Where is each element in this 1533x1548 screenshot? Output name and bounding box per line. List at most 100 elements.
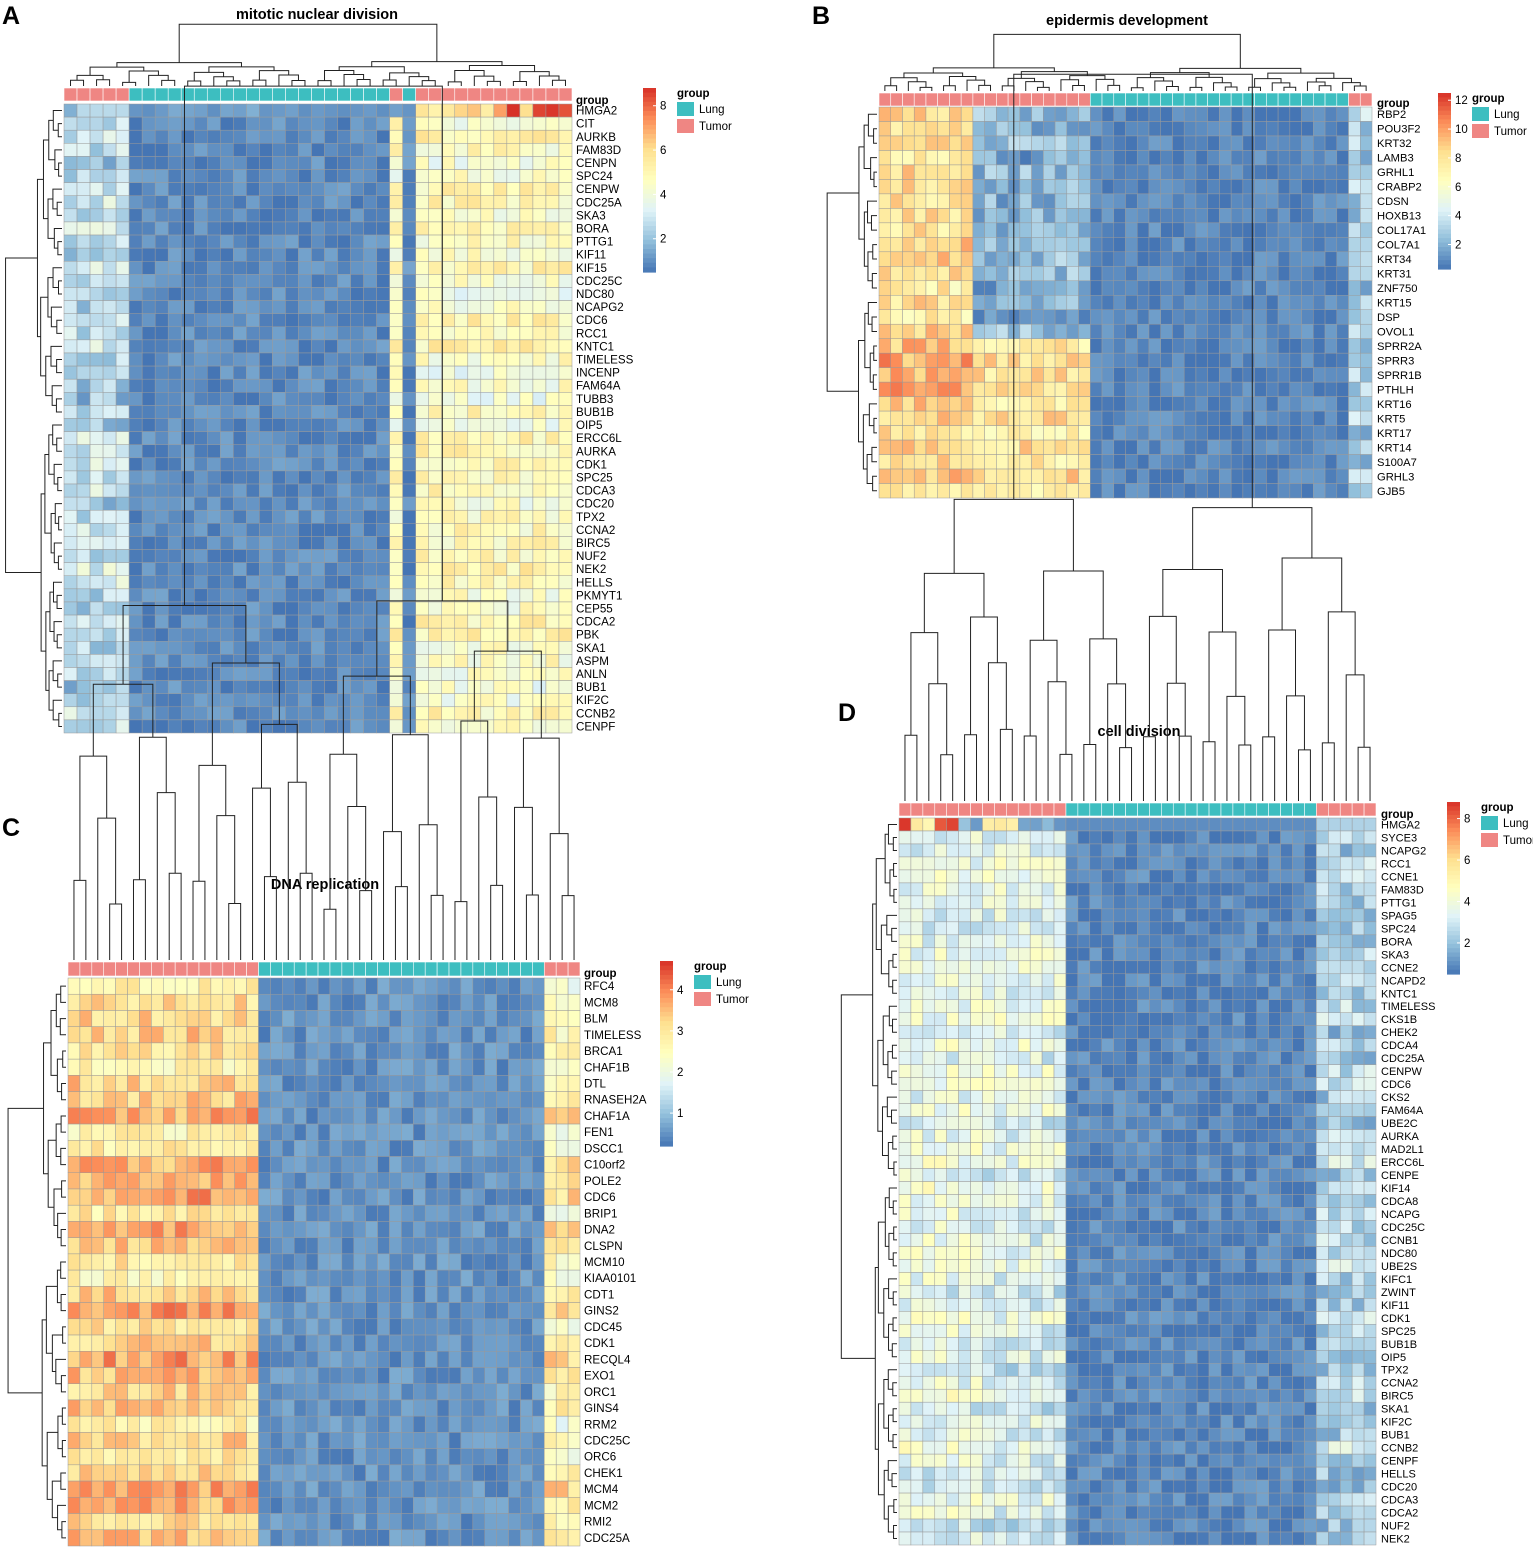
heatmap-cell bbox=[151, 1221, 164, 1238]
heatmap-cell bbox=[1136, 208, 1150, 224]
heatmap-cell bbox=[1019, 309, 1032, 325]
row-dendrogram-branch bbox=[57, 123, 62, 138]
heatmap-cell bbox=[151, 993, 164, 1011]
heatmap-cell bbox=[337, 378, 351, 393]
heatmap-cell bbox=[1090, 193, 1103, 209]
heatmap-cell bbox=[363, 129, 377, 144]
heatmap-cell bbox=[532, 1172, 545, 1190]
heatmap-cell bbox=[167, 182, 182, 196]
colorbar-tick-label: 12 bbox=[1455, 95, 1468, 107]
heatmap-cell bbox=[220, 221, 234, 236]
heatmap-cell bbox=[311, 300, 325, 314]
heatmap-cell bbox=[67, 1026, 81, 1044]
heatmap-cell bbox=[1066, 352, 1079, 368]
heatmap-cell bbox=[127, 1042, 140, 1060]
heatmap-cell bbox=[436, 1042, 450, 1060]
heatmap-cell bbox=[484, 1367, 497, 1384]
heatmap-cell bbox=[506, 129, 521, 144]
heatmap-cell bbox=[79, 1302, 93, 1320]
heatmap-cell bbox=[480, 261, 495, 275]
heatmap-cell bbox=[460, 1172, 474, 1190]
heatmap-cell bbox=[246, 365, 260, 380]
heatmap-cell bbox=[63, 300, 78, 314]
heatmap-cell bbox=[493, 575, 508, 590]
heatmap-cell bbox=[1090, 323, 1103, 339]
heatmap-cell bbox=[198, 1010, 212, 1027]
heatmap-cell bbox=[1054, 121, 1068, 137]
heatmap-cell bbox=[285, 378, 299, 393]
heatmap-cell bbox=[272, 208, 286, 223]
heatmap-cell bbox=[194, 680, 208, 694]
heatmap-cell bbox=[878, 208, 891, 224]
heatmap-cell bbox=[454, 208, 469, 223]
heatmap-cell bbox=[1019, 323, 1032, 339]
heatmap-cell bbox=[1313, 483, 1326, 499]
heatmap-cell bbox=[1136, 309, 1150, 325]
heatmap-cell bbox=[1348, 222, 1361, 238]
heatmap-cell bbox=[558, 562, 573, 576]
heatmap-cell bbox=[63, 575, 78, 590]
heatmap-cell bbox=[1125, 439, 1138, 455]
heatmap-cell bbox=[233, 313, 247, 328]
heatmap-cell bbox=[902, 106, 915, 122]
heatmap-cell bbox=[220, 339, 234, 354]
heatmap-cell bbox=[222, 1399, 235, 1417]
heatmap-cell bbox=[925, 483, 938, 499]
heatmap-cell bbox=[167, 509, 182, 524]
heatmap-cell bbox=[186, 1010, 200, 1027]
heatmap-cell bbox=[194, 719, 208, 734]
heatmap-cell bbox=[1090, 309, 1103, 325]
heatmap-cell bbox=[154, 300, 169, 314]
heatmap-cell bbox=[154, 509, 169, 524]
row-dendrogram-branch bbox=[53, 463, 62, 485]
heatmap-cell bbox=[996, 338, 1009, 354]
heatmap-cell bbox=[1113, 367, 1126, 383]
heatmap-cell bbox=[520, 1302, 533, 1320]
heatmap-cell bbox=[1242, 468, 1255, 484]
heatmap-cell bbox=[424, 1253, 438, 1271]
heatmap-cell bbox=[1125, 208, 1138, 224]
heatmap-cell bbox=[329, 1351, 343, 1368]
heatmap-cell bbox=[1207, 425, 1220, 441]
heatmap-cell bbox=[1066, 106, 1079, 122]
heatmap-cell bbox=[210, 1497, 224, 1514]
heatmap-cell bbox=[282, 1204, 295, 1222]
heatmap-cell bbox=[246, 208, 260, 223]
heatmap-cell bbox=[401, 1237, 414, 1255]
heatmap-cell bbox=[1230, 468, 1244, 484]
row-dendrogram-branch bbox=[57, 673, 62, 688]
heatmap-cell bbox=[377, 1042, 390, 1060]
heatmap-cell bbox=[180, 536, 195, 550]
heatmap-cell bbox=[76, 654, 91, 668]
heatmap-cell bbox=[198, 1480, 212, 1498]
heatmap-cell bbox=[317, 1221, 331, 1238]
heatmap-cell bbox=[1043, 396, 1056, 412]
heatmap-cell bbox=[415, 339, 429, 354]
heatmap-cell bbox=[127, 1448, 140, 1466]
heatmap-cell bbox=[207, 143, 221, 157]
heatmap-cell bbox=[496, 1286, 509, 1303]
heatmap-cell bbox=[89, 169, 104, 183]
heatmap-cell bbox=[180, 103, 195, 118]
heatmap-cell bbox=[329, 1091, 343, 1109]
heatmap-cell bbox=[63, 641, 78, 655]
heatmap-cell bbox=[305, 1480, 319, 1498]
heatmap-cell bbox=[441, 431, 456, 445]
heatmap-cell bbox=[1101, 367, 1115, 383]
heatmap-cell bbox=[272, 221, 286, 236]
heatmap-cell bbox=[365, 1075, 378, 1092]
heatmap-cell bbox=[324, 588, 338, 603]
heatmap-cell bbox=[259, 562, 273, 576]
heatmap-cell bbox=[298, 287, 312, 301]
heatmap-cell bbox=[555, 1302, 569, 1320]
heatmap-cell bbox=[233, 274, 247, 288]
heatmap-cell bbox=[567, 1399, 581, 1417]
heatmap-cell bbox=[460, 1448, 474, 1466]
heatmap-cell bbox=[402, 313, 416, 328]
heatmap-cell bbox=[1289, 179, 1302, 195]
heatmap-cell bbox=[493, 103, 508, 118]
heatmap-cell bbox=[141, 562, 156, 576]
heatmap-cell bbox=[139, 1172, 152, 1190]
heatmap-cell bbox=[128, 588, 143, 603]
heatmap-cell bbox=[878, 410, 891, 426]
